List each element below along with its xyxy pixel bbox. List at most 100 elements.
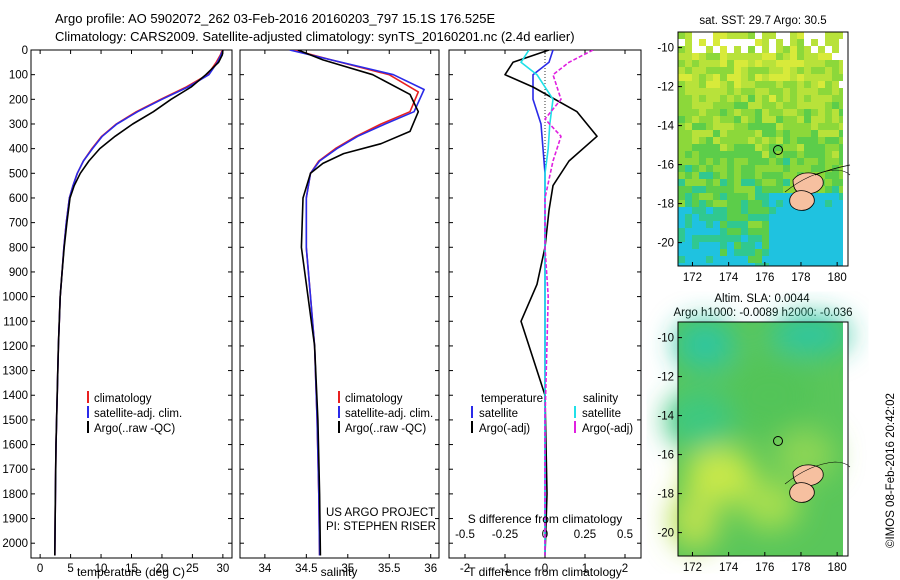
sst-cell	[755, 67, 762, 74]
sst-cell	[811, 256, 818, 263]
sst-cell	[755, 179, 762, 186]
y-tick-label: 1400	[2, 390, 28, 402]
sst-cell	[678, 249, 685, 256]
sst-cell	[797, 67, 804, 74]
sst-cell	[790, 123, 797, 130]
sst-cell	[783, 88, 790, 95]
sst-cell	[734, 242, 741, 249]
map-x-tick-label: 172	[683, 562, 702, 574]
sst-cell	[734, 109, 741, 116]
sst-cell	[825, 116, 832, 123]
sst-cell	[720, 193, 727, 200]
sst-cell	[678, 95, 685, 102]
sst-cell	[699, 186, 706, 193]
sst-cell	[706, 46, 713, 53]
sst-cell	[720, 207, 727, 214]
sst-cell	[769, 137, 776, 144]
sst-cell	[762, 221, 769, 228]
sst-cell	[727, 81, 734, 88]
sst-cell	[734, 95, 741, 102]
sst-cell	[818, 172, 825, 179]
sst-cell	[706, 102, 713, 109]
sst-cell	[741, 95, 748, 102]
sst-cell	[713, 74, 720, 81]
sst-cell	[804, 249, 811, 256]
sst-cell	[762, 88, 769, 95]
sst-cell	[713, 214, 720, 221]
sst-cell	[825, 207, 832, 214]
sst-cell	[720, 144, 727, 151]
sst-cell	[748, 53, 755, 60]
sst-cell	[685, 249, 692, 256]
sst-cell	[769, 88, 776, 95]
sst-cell	[825, 123, 832, 130]
x-tick-label: 10	[95, 563, 108, 575]
sst-cell	[762, 165, 769, 172]
sst-cell	[762, 256, 769, 263]
map-x-tick-label: 176	[755, 562, 774, 574]
salinity-panel: 34 34.5 35 35.5 36 salinity climatology sate…	[239, 49, 440, 579]
sst-cell	[762, 95, 769, 102]
y-tick-label: 200	[9, 94, 28, 106]
sst-map-title: sat. SST: 29.7 Argo: 30.5	[699, 15, 826, 27]
sst-cell	[839, 95, 843, 102]
sla-heatmap	[665, 315, 850, 556]
sst-cell	[790, 67, 797, 74]
sst-cell	[790, 137, 797, 144]
sst-cell	[727, 221, 734, 228]
legend-label-argo: Argo(..raw -QC)	[94, 423, 175, 435]
sst-cell	[818, 123, 825, 130]
sst-cell	[734, 228, 741, 235]
sst-cell	[748, 228, 755, 235]
sst-cell	[797, 60, 804, 67]
sst-cell	[699, 228, 706, 235]
sst-cell	[692, 95, 699, 102]
sst-cell	[832, 172, 839, 179]
sst-cell	[762, 74, 769, 81]
sst-cell	[741, 53, 748, 60]
sst-cell	[776, 235, 783, 242]
sst-cell	[825, 221, 832, 228]
sst-cell	[790, 263, 797, 266]
sst-cell	[748, 221, 755, 228]
y-tick-label: 500	[9, 168, 28, 180]
sst-cell	[776, 130, 783, 137]
sst-cell	[678, 144, 685, 151]
x-tick-label: 34	[258, 563, 271, 575]
sst-cell	[811, 207, 818, 214]
sst-cell	[713, 242, 720, 249]
map-x-tick-label: 180	[828, 272, 847, 284]
sst-cell	[713, 116, 720, 123]
map-y-tick-label: -14	[657, 411, 674, 423]
sst-cell	[706, 144, 713, 151]
sst-cell	[762, 130, 769, 137]
sst-cell	[685, 200, 692, 207]
difference-xlabel-top: S difference from climatology	[468, 512, 623, 526]
sst-cell	[811, 249, 818, 256]
fiji-land-sst	[784, 164, 851, 211]
series-line-salinity-satellite	[520, 50, 554, 556]
sst-cell	[783, 256, 790, 263]
sst-cell	[692, 53, 699, 60]
sst-cell	[783, 207, 790, 214]
sst-cell	[734, 74, 741, 81]
sst-cell	[720, 249, 727, 256]
sst-cell	[790, 151, 797, 158]
legend-label-climatology: climatology	[94, 393, 152, 405]
temperature-axes	[30, 49, 233, 559]
x-tick-label: 34.5	[295, 563, 317, 575]
sst-cell	[755, 193, 762, 200]
sst-cell	[797, 32, 804, 39]
sst-cell	[727, 158, 734, 165]
sst-cell	[720, 137, 727, 144]
sst-cell	[685, 102, 692, 109]
sst-cell	[797, 130, 804, 137]
x-tick-label: 30	[216, 563, 229, 575]
sst-cell	[720, 60, 727, 67]
sst-cell	[678, 60, 685, 67]
sst-cell	[811, 130, 818, 137]
sst-cell	[692, 123, 699, 130]
sst-cell	[762, 32, 769, 39]
sst-cell	[699, 242, 706, 249]
x-tick-label: 0	[37, 563, 43, 575]
